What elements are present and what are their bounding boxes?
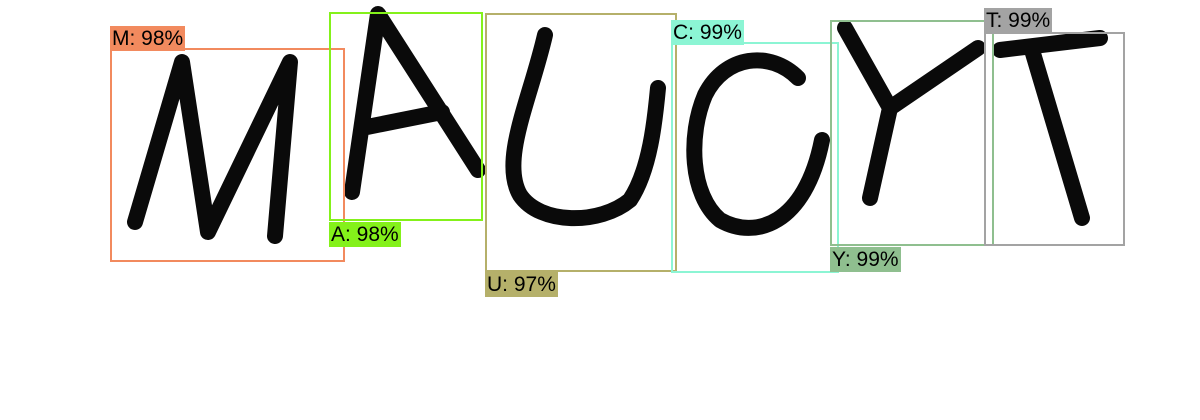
label-t: T: 99% bbox=[984, 8, 1053, 33]
label-y: Y: 99% bbox=[830, 247, 901, 272]
bbox-a bbox=[329, 12, 483, 221]
label-c: C: 99% bbox=[671, 20, 744, 45]
bbox-c bbox=[671, 42, 839, 273]
glyph-c bbox=[686, 52, 830, 236]
bbox-y bbox=[830, 20, 994, 246]
label-u: U: 97% bbox=[485, 272, 558, 297]
bbox-m bbox=[110, 48, 345, 262]
glyph-t bbox=[992, 30, 1108, 226]
bbox-u bbox=[485, 13, 677, 272]
glyph-y bbox=[837, 20, 986, 206]
label-a: A: 98% bbox=[329, 222, 401, 247]
glyph-m bbox=[127, 54, 298, 244]
glyph-u bbox=[505, 27, 666, 227]
bbox-t bbox=[984, 32, 1125, 246]
glyph-a bbox=[344, 6, 486, 200]
label-m: M: 98% bbox=[110, 26, 186, 51]
